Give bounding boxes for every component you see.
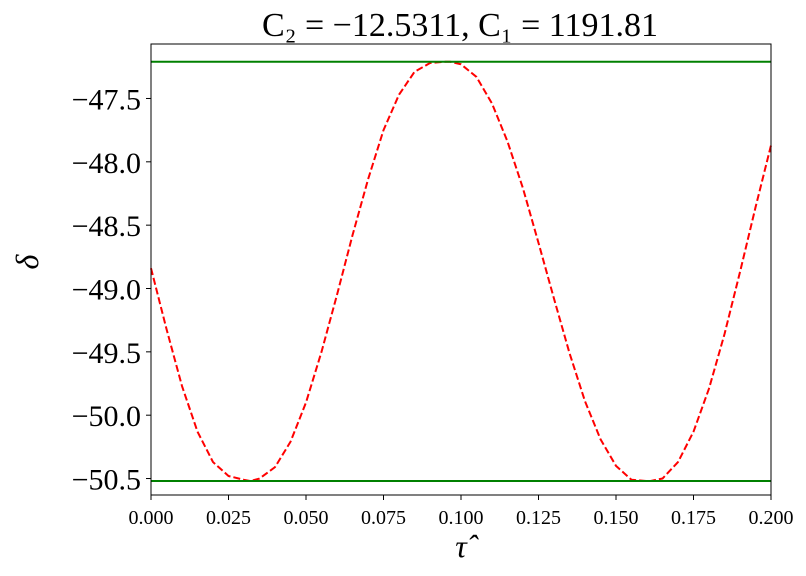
- y-tick-label: −50.5: [72, 464, 141, 497]
- x-tick-label: 0.025: [206, 507, 251, 529]
- y-axis-ticks: −47.5 −48.0 −48.5 −49.0 −49.5 −50.0 −50.5: [72, 83, 151, 497]
- y-tick-label: −50.0: [72, 400, 141, 433]
- x-tick-label: 0.075: [361, 507, 406, 529]
- x-tick-label: 0.125: [516, 507, 561, 529]
- x-tick-label: 0.175: [671, 507, 716, 529]
- y-tick-label: −49.0: [72, 274, 141, 307]
- x-axis-ticks: 0.000 0.025 0.050 0.075 0.100 0.125 0.150 0.175…: [129, 495, 794, 529]
- y-tick-label: −48.5: [72, 210, 141, 243]
- y-tick-label: −49.5: [72, 337, 141, 370]
- series-line-dashed: [150, 60, 772, 483]
- y-tick-label: −47.5: [72, 83, 141, 116]
- x-tick-label: 0.050: [284, 507, 329, 529]
- y-tick-label: −48.0: [72, 147, 141, 180]
- x-tick-label: 0.200: [749, 507, 794, 529]
- x-tick-label: 0.100: [439, 507, 484, 529]
- x-tick-label: 0.000: [129, 507, 174, 529]
- chart-title: C₂ = −12.5311, C₁ = 1191.81: [262, 7, 658, 44]
- y-axis-label: δ: [9, 253, 45, 269]
- series-layer: [150, 60, 772, 483]
- x-tick-label: 0.150: [594, 507, 639, 529]
